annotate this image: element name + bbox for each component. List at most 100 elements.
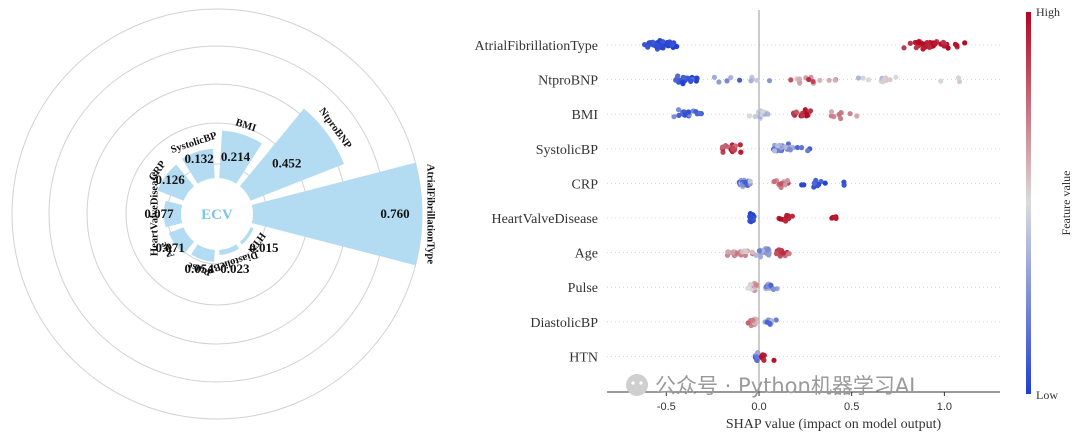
feature-label: HTN [569,350,598,365]
shap-row-Pulse [745,280,780,293]
shap-point [697,110,703,117]
shap-point [860,75,866,81]
shap-point [786,251,792,257]
category-label: HeartValveDisease [149,172,160,257]
value-label: 0.760 [380,206,409,221]
shap-point [893,74,899,80]
shap-point [932,41,938,47]
shap-point [676,107,682,113]
shap-point [822,180,828,186]
shap-point [940,39,947,45]
shap-point [806,76,812,83]
shap-point [854,113,860,119]
shap-point [694,75,700,81]
center-hole [182,179,252,249]
center-label: ECV [201,207,233,223]
shap-row-BMI [671,107,860,122]
polar-bar-DiastolicBP [219,244,240,256]
shap-point [685,109,692,115]
x-axis-title: SHAP value (impact on model output) [726,417,942,432]
shap-point [788,77,794,83]
wechat-icon-eye-right [639,381,643,385]
polar-bar-BMI [219,130,262,184]
value-label: 0.015 [249,240,279,255]
shap-point [796,76,803,82]
shap-point [749,249,756,255]
shap-point [748,78,754,84]
shap-point [725,249,731,255]
polar-bar-SystolicBP [181,148,215,184]
shap-point [782,144,788,150]
shap-point [671,114,677,120]
polar-bar-AtrialFibrillationType [251,162,423,266]
shap-point [865,77,872,83]
shap-point [777,216,784,222]
shap-row-Age [724,246,792,260]
shap-point [784,178,791,184]
shap-point [801,182,807,188]
shap-point [753,282,759,288]
shap-point [766,78,773,84]
shap-point [711,74,718,80]
polar-bar-HTN [239,227,254,245]
shap-point [810,79,816,85]
shap-point [742,179,748,185]
value-label: 0.023 [220,261,250,276]
shap-point [926,44,932,50]
feature-label: Age [575,247,598,262]
shap-row-AtrialFibrillationType [642,38,968,52]
shap-point [724,78,730,84]
shap-point [836,111,842,118]
shap-point [728,75,734,81]
shap-point [743,249,749,255]
shap-point [847,111,853,117]
shap-point [768,282,774,288]
shap-point [813,177,819,183]
shap-point [754,354,760,360]
shap-point [753,252,759,258]
shap-point [716,79,722,85]
shap-point [786,146,793,152]
polar-bar-Pulse [191,244,215,262]
shap-row-HTN [752,350,777,363]
wechat-icon-eye-left [631,381,635,385]
shap-point [747,281,754,287]
polar-bar-chart: 0.760 AtrialFibrillationType0.452NtproBNP… [11,8,436,420]
shap-row-SystolicBP [719,141,813,155]
shap-point [802,107,808,113]
shap-row-NtproBNP [673,73,963,87]
shap-point [682,112,688,118]
feature-label: BMI [572,108,599,123]
watermark-text: 公众号 · Python机器学习AI [655,374,915,398]
shap-point [767,321,773,327]
shap-point [772,148,778,154]
shap-point [962,40,968,46]
shap-point [667,39,673,45]
shap-point [805,148,811,154]
watermark: 公众号 · Python机器学习AI [626,374,915,398]
shap-point [750,317,756,323]
shap-point [838,115,844,122]
shap-point [780,250,787,256]
shap-point [747,178,753,184]
shap-point [766,252,772,258]
feature-label: NtproBNP [538,74,598,89]
x-tick-label: 0.0 [751,401,766,413]
value-label: 0.214 [221,149,251,164]
shap-point [688,78,694,84]
colorbar-high-label: High [1036,5,1060,19]
shap-point [887,77,893,83]
shap-point [646,40,652,46]
shap-point [794,144,801,151]
shap-point [675,73,681,79]
shap-point [773,317,779,323]
value-label: 0.054 [184,261,214,276]
shap-point [719,144,726,150]
colorbar-title: Feature value [1059,171,1073,236]
x-tick-label: 1.0 [937,401,952,413]
shap-point [945,45,951,51]
shap-point [757,254,764,260]
shap-point [746,113,753,119]
shap-point [756,248,763,254]
